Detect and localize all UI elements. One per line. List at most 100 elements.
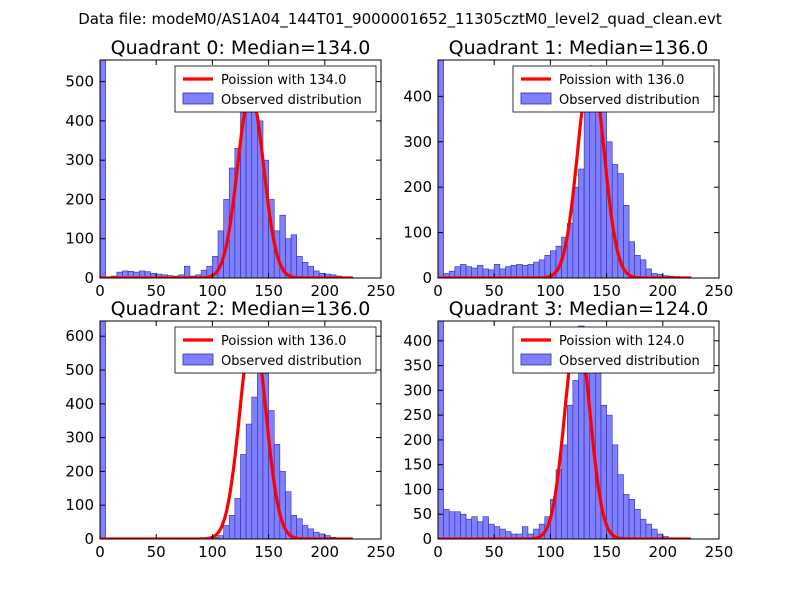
y-tick-label: 300 bbox=[403, 381, 432, 399]
x-tick-label: 250 bbox=[705, 543, 734, 561]
histogram-bar bbox=[465, 266, 473, 278]
quadrant-1-panel: 0 50 100 150 200 250 0 100 200 300 400 Quadrant 1: … bbox=[403, 37, 733, 300]
x-tick-label: 0 bbox=[95, 543, 105, 561]
histogram-bar bbox=[583, 105, 591, 278]
histogram-bar bbox=[296, 518, 303, 539]
histogram-bar bbox=[516, 264, 523, 278]
y-tick-label: 100 bbox=[65, 230, 94, 248]
histogram-bar bbox=[623, 494, 630, 539]
y-tick-label: 0 bbox=[422, 530, 432, 548]
y-tick-label: 100 bbox=[403, 480, 432, 498]
histogram-bar bbox=[634, 508, 641, 539]
poisson-curve bbox=[100, 91, 354, 278]
histogram-bar bbox=[307, 265, 314, 278]
histogram-bar bbox=[611, 444, 619, 539]
y-tick-label: 200 bbox=[403, 178, 432, 196]
poisson-curve bbox=[100, 327, 354, 539]
histogram-bar bbox=[448, 511, 456, 539]
legend-bar-swatch bbox=[182, 92, 214, 105]
y-tick-label: 0 bbox=[84, 530, 94, 548]
histogram-bar bbox=[438, 60, 444, 278]
plot-area bbox=[100, 321, 354, 539]
histogram-bar bbox=[561, 444, 568, 539]
histogram-bar bbox=[595, 370, 602, 539]
y-tick-label: 300 bbox=[65, 429, 94, 447]
histogram-bar bbox=[493, 264, 501, 278]
histogram-bar bbox=[640, 518, 647, 539]
legend-label-observed: Observed distribution bbox=[559, 93, 700, 108]
y-tick-label: 350 bbox=[403, 357, 432, 375]
legend-label-observed: Observed distribution bbox=[221, 93, 362, 108]
y-tick-label: 200 bbox=[65, 190, 94, 208]
y-tick-label: 300 bbox=[65, 151, 94, 169]
x-tick-label: 250 bbox=[705, 282, 734, 300]
legend-bar-swatch bbox=[520, 92, 552, 105]
legend-label-model: Poission with 124.0 bbox=[559, 334, 684, 349]
histogram-bar bbox=[471, 516, 478, 539]
histogram-bar bbox=[240, 454, 247, 539]
y-tick-label: 400 bbox=[65, 112, 94, 130]
histogram-bar bbox=[223, 525, 230, 539]
histogram-bar bbox=[578, 168, 585, 278]
y-tick-label: 100 bbox=[65, 496, 94, 514]
histogram-bar bbox=[234, 498, 241, 539]
histogram-bar bbox=[477, 521, 484, 539]
histogram-bar bbox=[100, 60, 106, 278]
y-tick-label: 300 bbox=[403, 133, 432, 151]
x-tick-label: 50 bbox=[485, 282, 504, 300]
histogram-bar bbox=[302, 261, 309, 278]
histogram-bar bbox=[460, 264, 467, 278]
legend-label-model: Poission with 134.0 bbox=[221, 73, 346, 88]
axes-frame bbox=[99, 320, 382, 540]
y-tick-label: 400 bbox=[403, 87, 432, 105]
histogram-bar bbox=[572, 380, 579, 539]
axes-frame bbox=[437, 320, 720, 540]
x-tick-label: 0 bbox=[433, 543, 443, 561]
panel-title: Quadrant 1: Median=136.0 bbox=[449, 37, 709, 59]
histogram-bar bbox=[640, 259, 647, 278]
x-tick-label: 50 bbox=[147, 543, 166, 561]
legend: Poission with 124.0 Observed distribution bbox=[512, 326, 715, 374]
histogram-bar bbox=[454, 266, 461, 278]
histogram-bar bbox=[510, 264, 517, 278]
histogram-bar bbox=[505, 266, 512, 278]
axes-frame bbox=[437, 59, 720, 279]
x-tick-label: 100 bbox=[198, 543, 227, 561]
x-tick-label: 250 bbox=[367, 282, 396, 300]
y-tick-label: 200 bbox=[65, 462, 94, 480]
x-tick-label: 50 bbox=[485, 543, 504, 561]
quadrant-2-panel: 0 50 100 150 200 250 0 100 200 300 400 500 600 Quadra… bbox=[65, 298, 395, 561]
y-tick-label: 0 bbox=[84, 269, 94, 287]
x-tick-label: 100 bbox=[198, 282, 227, 300]
x-tick-label: 150 bbox=[592, 543, 621, 561]
x-tick-label: 200 bbox=[648, 282, 677, 300]
y-tick-label: 50 bbox=[413, 505, 432, 523]
x-tick-label: 0 bbox=[95, 282, 105, 300]
legend-label-model: Poission with 136.0 bbox=[221, 334, 346, 349]
plot-area bbox=[438, 321, 692, 539]
histogram-bar bbox=[454, 511, 461, 539]
y-tick-label: 100 bbox=[403, 224, 432, 242]
histogram-bar bbox=[296, 256, 303, 278]
x-tick-label: 100 bbox=[536, 282, 565, 300]
histogram-bar bbox=[493, 526, 501, 539]
figure-suptitle: Data file: modeM0/AS1A04_144T01_90000016… bbox=[78, 10, 722, 29]
x-tick-label: 150 bbox=[254, 282, 283, 300]
histogram-bar bbox=[290, 234, 297, 278]
legend-bar-swatch bbox=[520, 353, 552, 366]
histogram-bar bbox=[521, 264, 529, 278]
histogram-bar bbox=[460, 513, 467, 539]
histogram-bar bbox=[628, 241, 636, 278]
histogram-bar bbox=[482, 516, 489, 539]
histogram-bar bbox=[184, 265, 191, 278]
panel-title: Quadrant 3: Median=124.0 bbox=[449, 298, 709, 320]
legend-label-observed: Observed distribution bbox=[221, 354, 362, 369]
y-tick-label: 0 bbox=[422, 269, 432, 287]
y-tick-label: 400 bbox=[65, 395, 94, 413]
y-tick-label: 250 bbox=[403, 406, 432, 424]
axes-frame bbox=[99, 59, 382, 279]
histogram-bar bbox=[566, 404, 574, 539]
legend: Poission with 136.0 Observed distribution bbox=[512, 65, 715, 113]
x-tick-label: 150 bbox=[592, 282, 621, 300]
